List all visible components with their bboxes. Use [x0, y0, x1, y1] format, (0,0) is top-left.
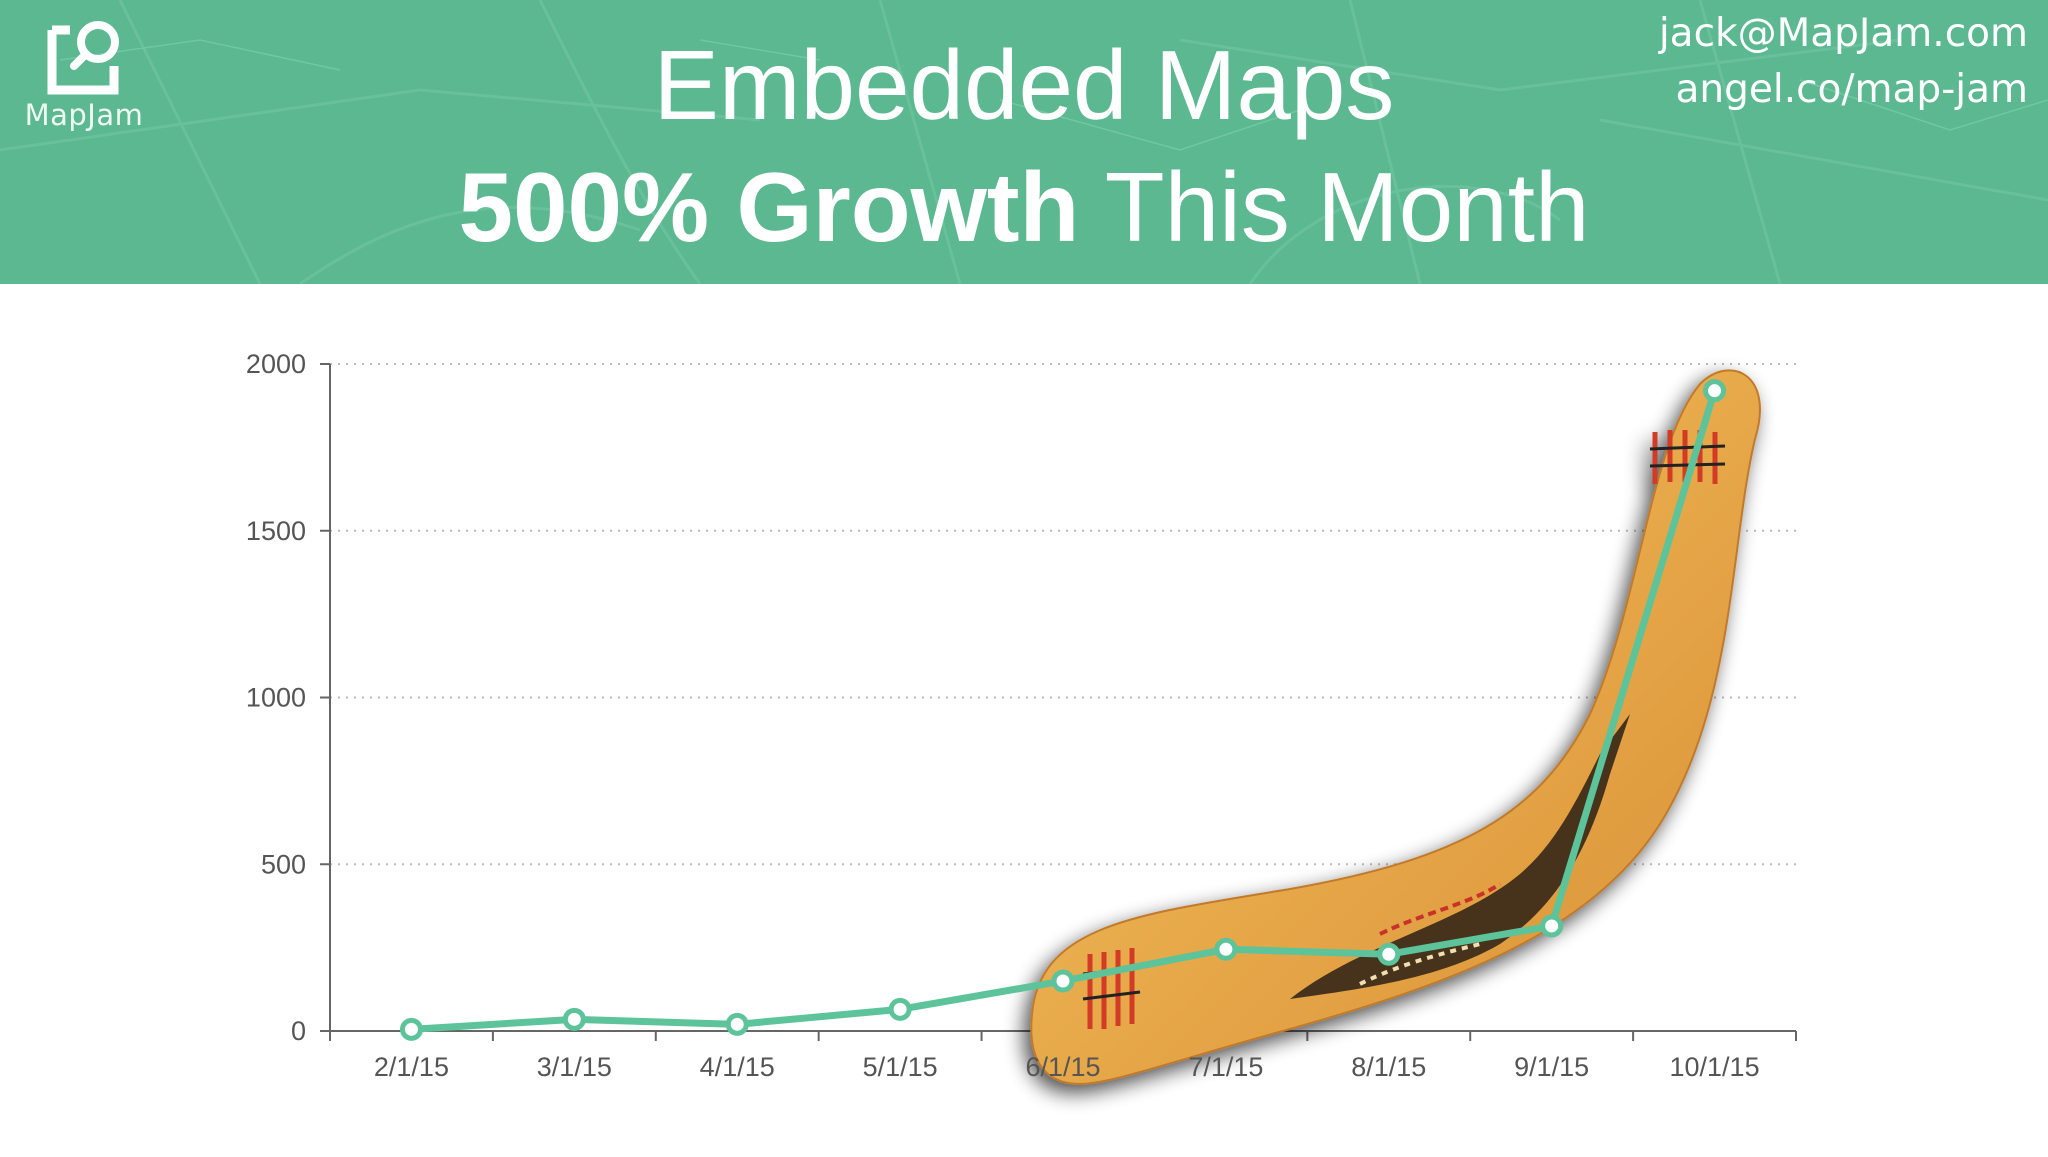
x-tick-label: 3/1/15: [537, 1052, 612, 1082]
subtitle-rest: This Month: [1079, 152, 1590, 262]
data-point[interactable]: [1703, 379, 1727, 403]
data-point[interactable]: [888, 997, 912, 1021]
mapjam-logo[interactable]: MapJam: [14, 16, 144, 136]
data-point[interactable]: [1214, 937, 1238, 961]
series-polyline: [411, 389, 1718, 1033]
axes: [320, 363, 1797, 1041]
chart-area: 2/1/15 3/1/15 4/1/15 5/1/15 6/1/15 7/1/15 8/1/…: [0, 284, 2048, 1152]
contact-email[interactable]: jack@MapJam.com: [1658, 11, 2028, 56]
data-point[interactable]: [399, 1017, 423, 1041]
series-line: [399, 379, 1727, 1041]
page-title: Embedded Maps: [653, 30, 1395, 140]
boomerang-image: [1030, 369, 1761, 1086]
x-tick-labels: 2/1/15 3/1/15 4/1/15 5/1/15 6/1/15 7/1/15 8/1/…: [374, 1052, 1760, 1082]
page-subtitle: 500% Growth This Month: [0, 152, 2048, 262]
data-point[interactable]: [1051, 969, 1075, 993]
x-tick-label: 2/1/15: [374, 1052, 449, 1082]
y-tick-label: 500: [261, 849, 306, 879]
y-tick-labels: 0 500 1000 1500 2000: [246, 349, 306, 1046]
data-point[interactable]: [1377, 942, 1401, 966]
data-point[interactable]: [1540, 914, 1564, 938]
header-banner: MapJam Embedded Maps 500% Growth This Mo…: [0, 0, 2048, 284]
data-point[interactable]: [725, 1012, 749, 1036]
data-point[interactable]: [562, 1007, 586, 1031]
x-tick-label: 9/1/15: [1514, 1052, 1589, 1082]
map-pin-logo-icon: [47, 21, 119, 95]
y-tick-label: 1000: [246, 683, 306, 713]
x-tick-label: 4/1/15: [700, 1052, 775, 1082]
contact-url[interactable]: angel.co/map-jam: [1675, 67, 2029, 112]
y-tick-label: 2000: [246, 349, 306, 379]
y-tick-label: 0: [291, 1016, 306, 1046]
growth-highlight: 500% Growth: [458, 152, 1080, 262]
y-tick-label: 1500: [246, 516, 306, 546]
line-chart: 2/1/15 3/1/15 4/1/15 5/1/15 6/1/15 7/1/15 8/1/…: [246, 349, 1797, 1086]
x-tick-label: 5/1/15: [863, 1052, 938, 1082]
x-tick-label: 7/1/15: [1188, 1052, 1263, 1082]
x-tick-label: 8/1/15: [1351, 1052, 1426, 1082]
x-tick-label: 10/1/15: [1670, 1052, 1760, 1082]
contact-info: jack@MapJam.com angel.co/map-jam: [1659, 6, 2028, 118]
logo-text: MapJam: [24, 98, 144, 132]
x-tick-label: 6/1/15: [1025, 1052, 1100, 1082]
